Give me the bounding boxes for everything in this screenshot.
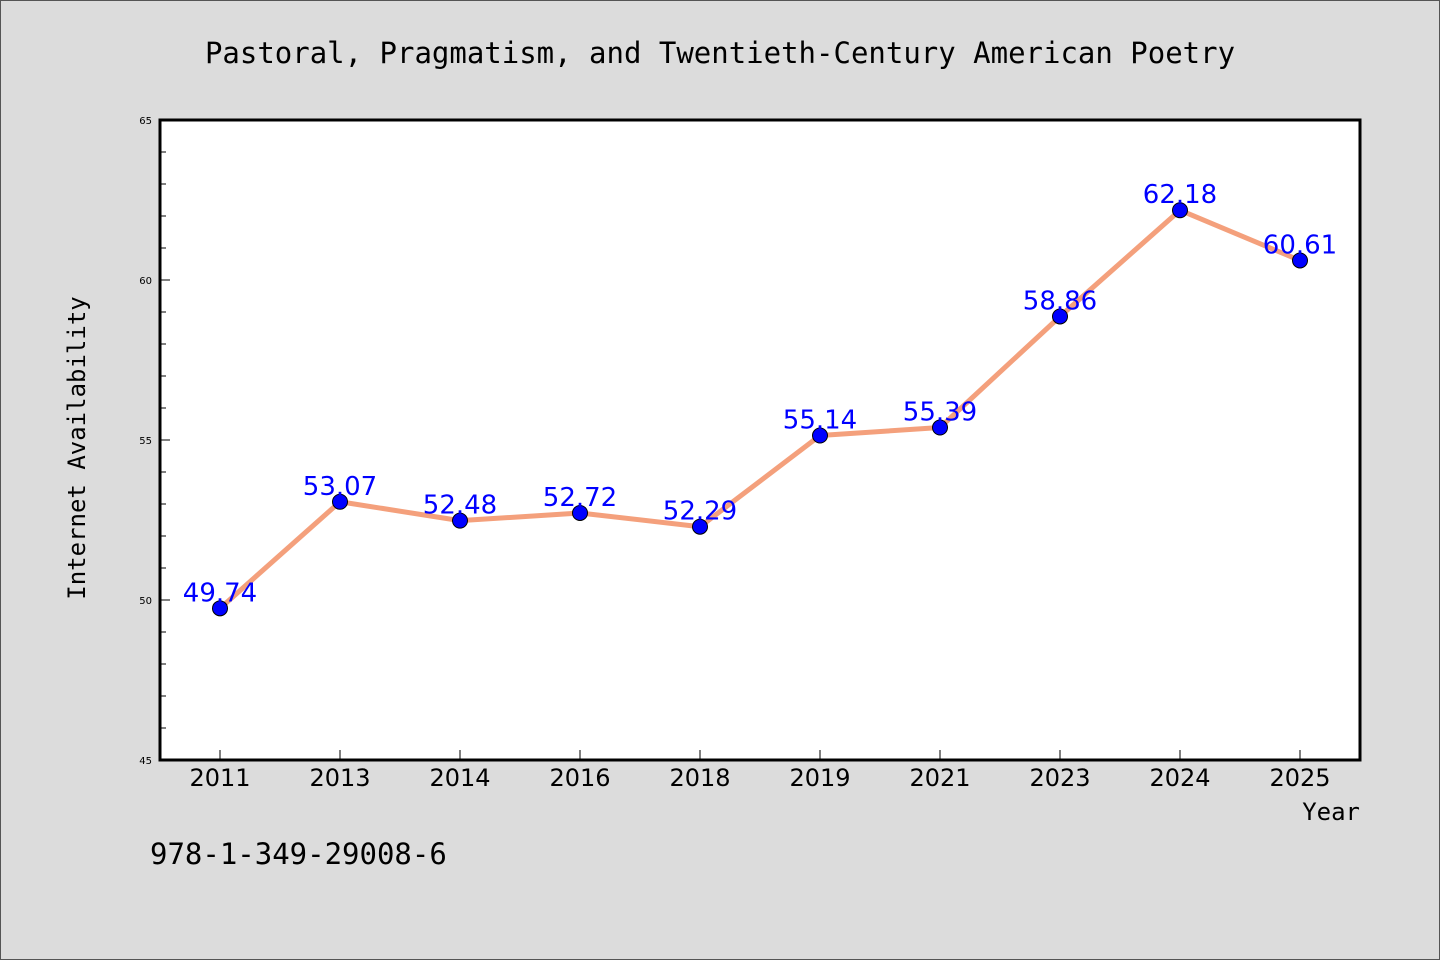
y-tick-label: 45 — [139, 756, 152, 767]
data-label: 55.14 — [783, 406, 857, 436]
data-label: 55.39 — [903, 398, 977, 428]
data-label: 60.61 — [1263, 230, 1337, 260]
data-point — [332, 493, 348, 510]
data-label: 49.74 — [183, 578, 257, 608]
data-point — [452, 512, 468, 529]
data-point — [1292, 252, 1308, 269]
data-point — [932, 419, 948, 436]
data-label: 53.07 — [303, 472, 377, 502]
data-label: 52.48 — [423, 491, 497, 521]
y-axis-label: Internet Availability — [63, 296, 91, 599]
y-axis: 45 50 55 60 65 — [139, 116, 170, 767]
data-point — [692, 518, 708, 535]
y-tick-label: 55 — [139, 436, 152, 447]
x-axis: 2011 2013 2014 2016 2018 2019 2021 2023 2024 2025 — [189, 750, 1331, 792]
x-tick-label: 2021 — [909, 764, 970, 792]
data-point — [812, 427, 828, 444]
x-tick-label: 2024 — [1149, 764, 1210, 792]
chart-title: Pastoral, Pragmatism, and Twentieth-Cent… — [205, 36, 1235, 70]
x-tick-label: 2018 — [669, 764, 730, 792]
x-tick-label: 2014 — [429, 764, 490, 792]
y-tick-label: 65 — [139, 116, 152, 127]
x-tick-label: 2016 — [549, 764, 610, 792]
data-point — [212, 600, 228, 617]
y-tick-label: 50 — [139, 596, 152, 607]
x-tick-label: 2023 — [1029, 764, 1090, 792]
data-label: 52.29 — [663, 497, 737, 527]
data-point — [572, 504, 588, 521]
isbn-text: 978-1-349-29008-6 — [150, 837, 447, 871]
x-tick-label: 2019 — [789, 764, 850, 792]
y-tick-label: 60 — [139, 276, 152, 287]
data-label: 52.72 — [543, 483, 617, 513]
data-point — [1052, 308, 1068, 325]
data-label: 62.18 — [1143, 180, 1217, 210]
series-polyline — [218, 207, 1301, 611]
x-tick-label: 2025 — [1269, 764, 1330, 792]
x-tick-label: 2013 — [309, 764, 370, 792]
series-line: 49.74 53.07 52.48 52.72 52.29 55.14 55.39 58.86… — [183, 180, 1337, 617]
data-point — [1172, 202, 1188, 219]
x-tick-label: 2011 — [189, 764, 250, 792]
data-label: 58.86 — [1023, 286, 1097, 316]
x-axis-label: Year — [1302, 798, 1360, 826]
